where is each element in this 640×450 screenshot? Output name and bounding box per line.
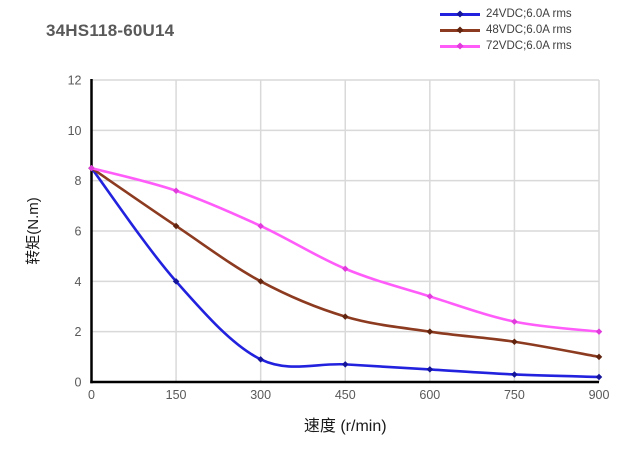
y-tick-label: 6: [75, 225, 82, 239]
y-axis-title: 转矩(N.m): [25, 197, 42, 265]
y-tick-label: 2: [75, 325, 82, 339]
legend-item-48vdc: 48VDC;6.0A rms: [440, 22, 572, 38]
x-tick-label: 900: [589, 388, 610, 402]
data-point-marker: [341, 361, 349, 368]
x-axis-title: 速度 (r/min): [304, 417, 387, 435]
legend-item-72vdc: 72VDC;6.0A rms: [440, 38, 572, 54]
x-tick-label: 450: [335, 388, 356, 402]
data-point-marker: [595, 373, 603, 381]
legend-label: 72VDC;6.0A rms: [486, 40, 572, 52]
y-tick-label: 12: [68, 74, 82, 88]
x-tick-label: 300: [250, 388, 271, 402]
x-tick-label: 750: [504, 388, 525, 402]
x-tick-label: 0: [88, 388, 95, 402]
data-point-marker: [426, 366, 434, 373]
data-point-marker: [172, 222, 180, 230]
data-point-marker: [257, 356, 264, 363]
y-tick-label: 8: [75, 174, 82, 188]
y-tick-label: 10: [68, 124, 82, 138]
data-point-marker: [341, 313, 349, 320]
data-point-marker: [426, 293, 434, 300]
legend-line-sample: [440, 42, 480, 50]
y-tick-label: 0: [75, 376, 82, 390]
data-point-marker: [257, 278, 264, 285]
x-tick-label: 600: [419, 388, 440, 402]
legend-label: 48VDC;6.0A rms: [486, 24, 572, 36]
chart-title: 34HS118-60U14: [46, 21, 175, 40]
data-point-marker: [511, 318, 518, 325]
data-point-marker: [595, 328, 603, 335]
data-point-marker: [341, 265, 349, 273]
data-point-marker: [595, 353, 603, 361]
data-point-marker: [257, 222, 264, 230]
data-point-marker: [172, 278, 180, 285]
data-point-marker: [511, 338, 518, 345]
y-tick-label: 4: [75, 275, 82, 289]
data-point-marker: [426, 328, 434, 335]
legend-label: 24VDC;6.0A rms: [486, 8, 572, 20]
x-tick-label: 150: [166, 388, 187, 402]
legend-item-24vdc: 24VDC;6.0A rms: [440, 6, 572, 22]
data-point-marker: [511, 371, 518, 378]
legend-line-sample: [440, 26, 480, 34]
legend-line-sample: [440, 10, 480, 18]
chart-legend: 24VDC;6.0A rms 48VDC;6.0A rms 72VDC;6.0A…: [440, 6, 572, 54]
data-point-marker: [172, 187, 180, 194]
